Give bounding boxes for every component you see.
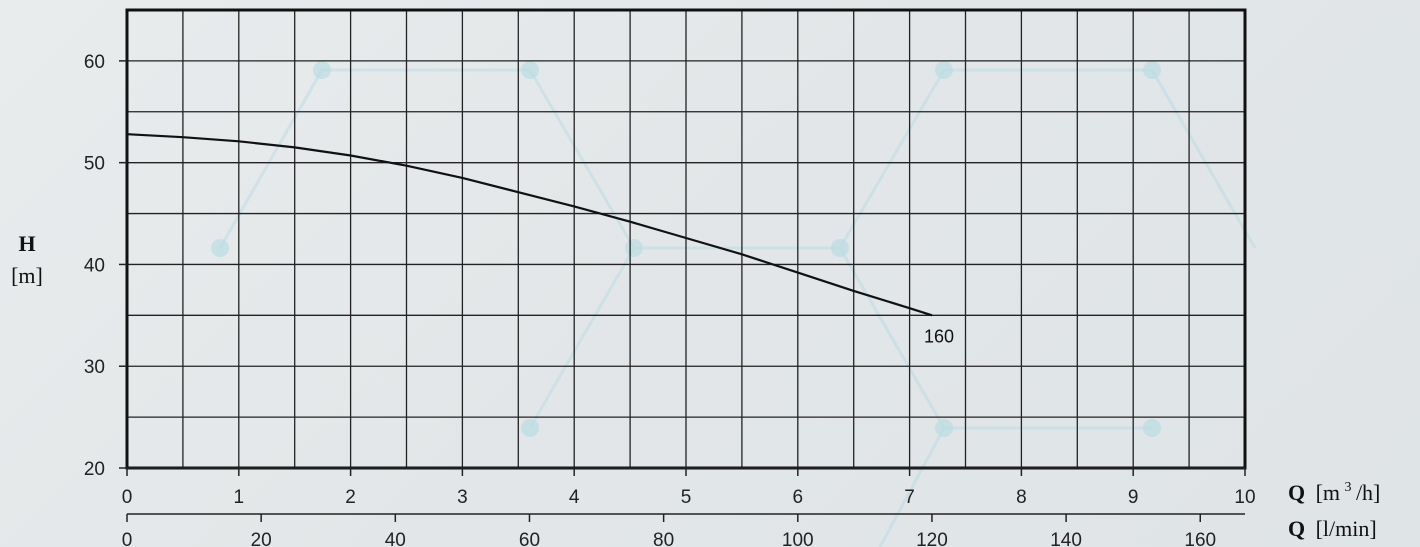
x-secondary-tick-label: 100 <box>782 530 814 547</box>
x-axis-secondary-symbol: Q <box>1288 516 1305 541</box>
decor-node <box>935 61 953 79</box>
y-tick-label: 50 <box>84 154 105 175</box>
x-secondary-tick-label: 80 <box>653 530 674 547</box>
decor-node <box>521 419 539 437</box>
decor-line <box>528 247 636 429</box>
decor-node <box>211 239 229 257</box>
decor-node <box>1143 61 1161 79</box>
x-axis-secondary: 0 20 40 60 80 100 120 140 160 <box>122 513 1245 547</box>
decor-line <box>528 69 636 249</box>
decor-node <box>521 61 539 79</box>
decor-node <box>1143 419 1161 437</box>
y-axis-title-symbol: H <box>18 231 35 256</box>
x-primary-tick-label: 1 <box>234 487 245 508</box>
decor-line <box>878 427 946 547</box>
x-secondary-tick-label: 120 <box>916 530 948 547</box>
x-secondary-tick-label: 160 <box>1184 530 1216 547</box>
background-hex-pattern <box>211 61 1257 547</box>
x-axis-primary-unit-sup: 3 <box>1344 480 1351 495</box>
decor-node <box>831 239 849 257</box>
x-axis-primary-unit-suffix: /h] <box>1356 480 1380 505</box>
decor-node <box>625 239 643 257</box>
x-primary-tick-label: 8 <box>1016 487 1027 508</box>
series-curve-160 <box>126 133 933 317</box>
decor-node <box>935 419 953 437</box>
decor-line <box>218 69 324 249</box>
x-secondary-tick-label: 40 <box>385 530 406 547</box>
decor-line <box>838 69 946 249</box>
x-secondary-tick-label: 0 <box>122 530 133 547</box>
x-secondary-tick-label: 60 <box>519 530 540 547</box>
x-secondary-tick-label: 20 <box>251 530 272 547</box>
y-axis-title-unit: [m] <box>11 263 43 288</box>
decor-line <box>838 247 946 429</box>
y-tick-label: 40 <box>84 255 105 276</box>
y-tick-label: 20 <box>84 459 105 480</box>
x-secondary-tick-label: 140 <box>1050 530 1082 547</box>
chart-grid <box>126 9 1246 469</box>
x-axis-primary-symbol: Q <box>1288 480 1305 505</box>
y-tick-label: 60 <box>84 52 105 73</box>
x-primary-tick-label: 2 <box>345 487 356 508</box>
x-axis-primary: 0 1 2 3 4 5 6 7 8 9 10 <box>122 467 1256 508</box>
y-axis-ticks: 20 30 40 50 60 <box>84 52 127 480</box>
x-primary-tick-label: 10 <box>1234 487 1255 508</box>
x-primary-tick-label: 6 <box>793 487 804 508</box>
decor-line <box>1150 69 1257 249</box>
x-primary-tick-label: 4 <box>569 487 580 508</box>
x-primary-tick-label: 9 <box>1128 487 1139 508</box>
x-axis-secondary-unit: [l/min] <box>1316 516 1377 541</box>
x-primary-tick-label: 5 <box>681 487 692 508</box>
series-label-160: 160 <box>924 326 954 346</box>
x-primary-tick-label: 0 <box>122 487 133 508</box>
x-axis-primary-title: Q [m 3 /h] <box>1288 478 1380 505</box>
series-group: 160 <box>126 133 954 346</box>
decor-node <box>313 61 331 79</box>
x-axis-secondary-title: Q [l/min] <box>1288 516 1377 541</box>
y-tick-label: 30 <box>84 357 105 378</box>
x-primary-tick-label: 3 <box>457 487 468 508</box>
x-primary-tick-label: 7 <box>904 487 915 508</box>
x-axis-primary-unit: [m <box>1316 480 1340 505</box>
